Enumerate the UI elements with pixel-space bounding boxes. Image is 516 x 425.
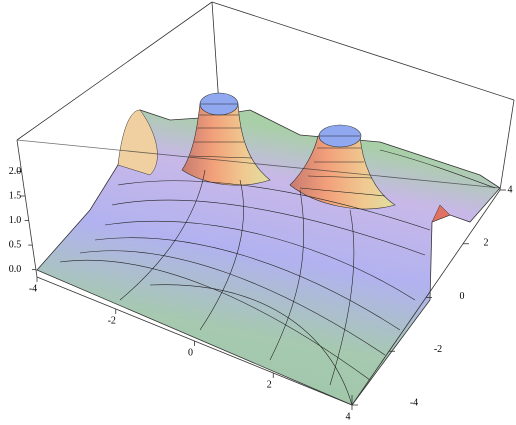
z-tick-label: 1.0 (9, 215, 22, 226)
x-tick-label: -4 (29, 283, 37, 294)
y-tick-label: -4 (410, 397, 418, 408)
bounding-box-back (16, 1, 515, 278)
z-tick-label: 0.0 (9, 264, 22, 275)
z-tick-label: 0.5 (9, 239, 22, 250)
y-tick-label: 2 (484, 238, 489, 249)
x-tick-label: 4 (346, 411, 351, 420)
y-tick-label: 4 (508, 184, 513, 195)
surface (36, 92, 501, 406)
x-tick-label: 0 (188, 347, 193, 358)
z-tick-label: 2.0 (9, 166, 22, 177)
z-tick-label: 1.5 (9, 190, 22, 201)
surface-mesh (59, 103, 496, 406)
x-tick-label: 2 (267, 379, 272, 390)
y-tick-label: -2 (434, 344, 442, 355)
y-tick-label: 0 (460, 291, 465, 302)
x-tick-label: -2 (108, 315, 116, 326)
